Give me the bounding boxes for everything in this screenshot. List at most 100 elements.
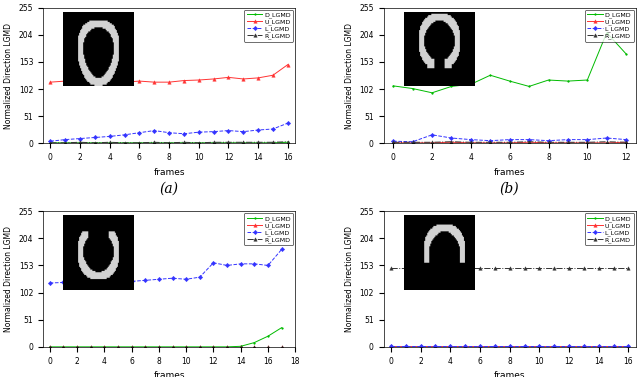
U_LGMD (486, 141, 494, 145)
R_LGMD (47, 141, 54, 145)
R_LGMD (417, 266, 424, 270)
L_LGMD (195, 130, 203, 135)
L_LGMD (165, 130, 173, 135)
U_LGMD (239, 77, 247, 81)
U_LGMD (536, 344, 543, 349)
R_LGMD (46, 345, 54, 349)
D_LGMD (225, 141, 232, 145)
L_LGMD (223, 263, 231, 268)
L_LGMD (545, 138, 552, 143)
D_LGMD (87, 345, 95, 349)
D_LGMD (521, 344, 529, 349)
D_LGMD (284, 140, 292, 144)
D_LGMD (447, 344, 454, 349)
Y-axis label: Normalized Direction LGMD: Normalized Direction LGMD (4, 23, 13, 129)
R_LGMD (521, 266, 529, 270)
Legend: D_LGMD, U_LGMD, L_LGMD, R_LGMD: D_LGMD, U_LGMD, L_LGMD, R_LGMD (585, 213, 634, 245)
U_LGMD (476, 344, 484, 349)
L_LGMD (565, 344, 573, 349)
R_LGMD (165, 141, 173, 145)
R_LGMD (87, 345, 95, 349)
Text: (b): (b) (500, 181, 520, 195)
D_LGMD (210, 141, 218, 145)
D_LGMD (73, 345, 81, 349)
L_LGMD (387, 344, 395, 349)
D_LGMD (387, 344, 395, 349)
L_LGMD (237, 262, 244, 266)
D_LGMD (141, 345, 149, 349)
R_LGMD (550, 266, 558, 270)
U_LGMD (491, 344, 499, 349)
D_LGMD (100, 345, 108, 349)
L_LGMD (254, 128, 262, 132)
D_LGMD (169, 345, 177, 349)
L_LGMD (91, 135, 99, 140)
U_LGMD (237, 345, 244, 349)
U_LGMD (182, 345, 190, 349)
U_LGMD (417, 344, 424, 349)
R_LGMD (584, 140, 591, 144)
L_LGMD (564, 137, 572, 142)
R_LGMD (141, 345, 149, 349)
R_LGMD (580, 266, 588, 270)
L_LGMD (389, 139, 397, 144)
U_LGMD (225, 75, 232, 80)
L_LGMD (603, 136, 611, 140)
D_LGMD (269, 141, 277, 145)
L_LGMD (467, 137, 475, 142)
R_LGMD (431, 266, 439, 270)
X-axis label: frames: frames (494, 371, 525, 377)
U_LGMD (155, 345, 163, 349)
D_LGMD (254, 141, 262, 145)
U_LGMD (169, 345, 177, 349)
R_LGMD (150, 140, 158, 144)
D_LGMD (76, 141, 84, 145)
L_LGMD (486, 138, 494, 143)
R_LGMD (447, 266, 454, 270)
D_LGMD (60, 345, 67, 349)
R_LGMD (76, 140, 84, 144)
L_LGMD (622, 137, 630, 142)
D_LGMD (595, 344, 603, 349)
R_LGMD (210, 140, 218, 144)
R_LGMD (491, 266, 499, 270)
U_LGMD (564, 141, 572, 145)
L_LGMD (525, 137, 533, 142)
D_LGMD (431, 344, 439, 349)
D_LGMD (467, 82, 475, 87)
L_LGMD (239, 129, 247, 134)
R_LGMD (73, 345, 81, 349)
U_LGMD (284, 62, 292, 67)
L_LGMD (128, 279, 136, 284)
U_LGMD (409, 141, 417, 145)
D_LGMD (165, 141, 173, 145)
U_LGMD (521, 344, 529, 349)
X-axis label: frames: frames (154, 168, 185, 176)
D_LGMD (603, 31, 611, 35)
Legend: D_LGMD, U_LGMD, L_LGMD, R_LGMD: D_LGMD, U_LGMD, L_LGMD, R_LGMD (244, 213, 293, 245)
R_LGMD (536, 266, 543, 270)
R_LGMD (506, 140, 513, 144)
U_LGMD (545, 141, 552, 145)
L_LGMD (269, 127, 277, 131)
U_LGMD (210, 77, 218, 81)
R_LGMD (195, 141, 203, 145)
Line: R_LGMD: R_LGMD (49, 140, 289, 144)
U_LGMD (60, 345, 67, 349)
U_LGMD (431, 344, 439, 349)
U_LGMD (165, 80, 173, 84)
L_LGMD (284, 121, 292, 126)
U_LGMD (121, 80, 129, 84)
R_LGMD (264, 345, 272, 349)
L_LGMD (264, 263, 272, 268)
Line: R_LGMD: R_LGMD (389, 267, 630, 270)
U_LGMD (76, 77, 84, 82)
Line: L_LGMD: L_LGMD (49, 121, 289, 143)
Line: D_LGMD: D_LGMD (48, 326, 284, 349)
U_LGMD (47, 80, 54, 84)
U_LGMD (565, 344, 573, 349)
U_LGMD (550, 344, 558, 349)
L_LGMD (76, 136, 84, 141)
R_LGMD (402, 266, 410, 270)
D_LGMD (196, 345, 204, 349)
